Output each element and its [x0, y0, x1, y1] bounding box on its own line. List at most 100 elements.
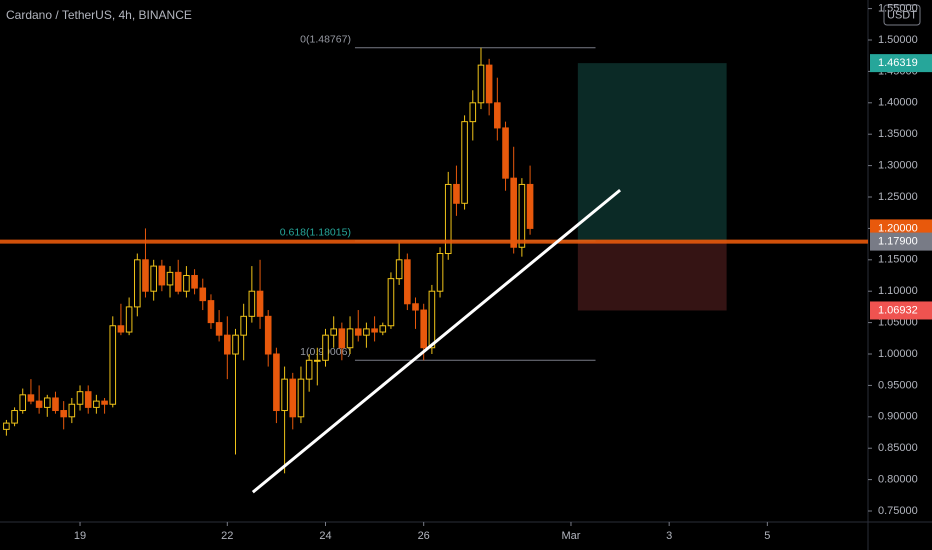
y-tick-label: 1.30000: [878, 160, 918, 172]
y-tick-label: 0.95000: [878, 379, 918, 391]
candle-body: [485, 64, 493, 104]
candle-body: [199, 287, 207, 302]
candle-body: [191, 275, 198, 289]
target-zone: [577, 63, 727, 242]
candle-body: [363, 328, 370, 336]
candle-body: [338, 328, 346, 349]
chart-title: Cardano / TetherUS, 4h, BINANCE: [6, 8, 192, 22]
candle-body: [510, 177, 517, 248]
candle-body: [461, 121, 468, 204]
candle-body: [444, 183, 452, 255]
candle-body: [371, 328, 378, 333]
candle-body: [27, 394, 35, 402]
y-tick-label: 0.80000: [878, 474, 918, 486]
candle-body: [19, 394, 27, 412]
candle-body: [330, 328, 337, 336]
candle-body: [379, 325, 387, 333]
candle-body: [469, 102, 477, 123]
y-tick-label: 1.00000: [878, 348, 918, 360]
price-label: 1.17900: [878, 236, 918, 248]
y-tick-label: 0.90000: [878, 411, 918, 423]
candle-body: [11, 410, 18, 424]
candle-body: [43, 397, 51, 408]
candle-body: [346, 328, 354, 349]
candle-body: [502, 127, 509, 179]
candle-body: [264, 315, 272, 355]
candle-body: [3, 422, 10, 430]
candle-body: [174, 271, 182, 292]
price-label-box: [870, 54, 932, 73]
candle-body: [215, 322, 223, 336]
candle-body: [404, 259, 411, 305]
y-tick-label: 0.75000: [878, 505, 918, 517]
candle-body: [477, 64, 485, 104]
x-tick-label: 5: [764, 530, 770, 542]
y-tick-label: 1.05000: [878, 317, 918, 329]
y-tick-label: 1.15000: [878, 254, 918, 266]
candle-body: [142, 259, 149, 292]
candle-body: [68, 403, 76, 418]
candle-body: [518, 183, 526, 248]
candle-body: [60, 410, 67, 418]
x-tick-label: 22: [221, 530, 233, 542]
y-tick-label: 1.35000: [878, 128, 918, 140]
y-tick-label: 1.10000: [878, 285, 918, 297]
price-label: 1.06932: [878, 304, 918, 316]
candle-body: [84, 391, 92, 408]
candle-body: [494, 102, 501, 129]
candle-body: [125, 306, 133, 333]
candle-body: [314, 359, 321, 362]
candle-body: [101, 400, 108, 405]
candle-body: [52, 397, 59, 412]
candle-body: [428, 290, 436, 349]
candle-body: [412, 303, 419, 311]
y-tick-label: 0.85000: [878, 442, 918, 454]
fib-label: 0(1.48767): [300, 34, 351, 46]
candle-body: [420, 309, 427, 349]
candle-body: [436, 253, 444, 292]
candle-body: [183, 275, 190, 292]
candle-body: [297, 378, 305, 418]
candle-body: [305, 359, 313, 380]
y-tick-label: 1.40000: [878, 97, 918, 109]
x-tick-label: 26: [418, 530, 430, 542]
currency-badge[interactable]: [883, 4, 921, 26]
trendline: [251, 188, 622, 494]
candle-body: [281, 378, 288, 412]
candle-body: [387, 278, 395, 327]
candle-body: [224, 334, 231, 355]
candle-body: [526, 183, 534, 229]
candle-body: [166, 271, 174, 286]
price-label-box: [870, 232, 932, 251]
stop-zone: [577, 241, 727, 311]
candle-body: [289, 378, 297, 418]
candle-body: [158, 265, 166, 286]
candle-body: [273, 353, 280, 412]
candle-body: [76, 391, 84, 405]
candle-body: [117, 325, 125, 333]
x-tick-label: Mar: [561, 530, 580, 542]
candle-body: [354, 328, 362, 336]
candle-body: [109, 325, 117, 405]
candle-body: [93, 400, 100, 408]
fib-label: 0.618(1.18015): [280, 227, 351, 239]
currency-label: USDT: [887, 9, 917, 21]
y-tick-label: 1.25000: [878, 191, 918, 203]
candle-body: [232, 334, 239, 355]
candle-body: [256, 290, 264, 317]
candle-body: [35, 400, 43, 408]
candle-body: [395, 259, 403, 280]
candle-body: [207, 300, 215, 324]
y-tick-label: 1.50000: [878, 34, 918, 46]
price-label: 1.20000: [878, 222, 918, 234]
x-tick-label: 24: [319, 530, 331, 542]
price-label: 1.46319: [878, 57, 918, 69]
candle-body: [322, 334, 329, 361]
x-tick-label: 19: [74, 530, 86, 542]
candle-body: [134, 259, 141, 308]
candle-body: [150, 265, 157, 292]
candle-body: [248, 290, 256, 317]
y-tick-label: 1.55000: [878, 3, 918, 15]
